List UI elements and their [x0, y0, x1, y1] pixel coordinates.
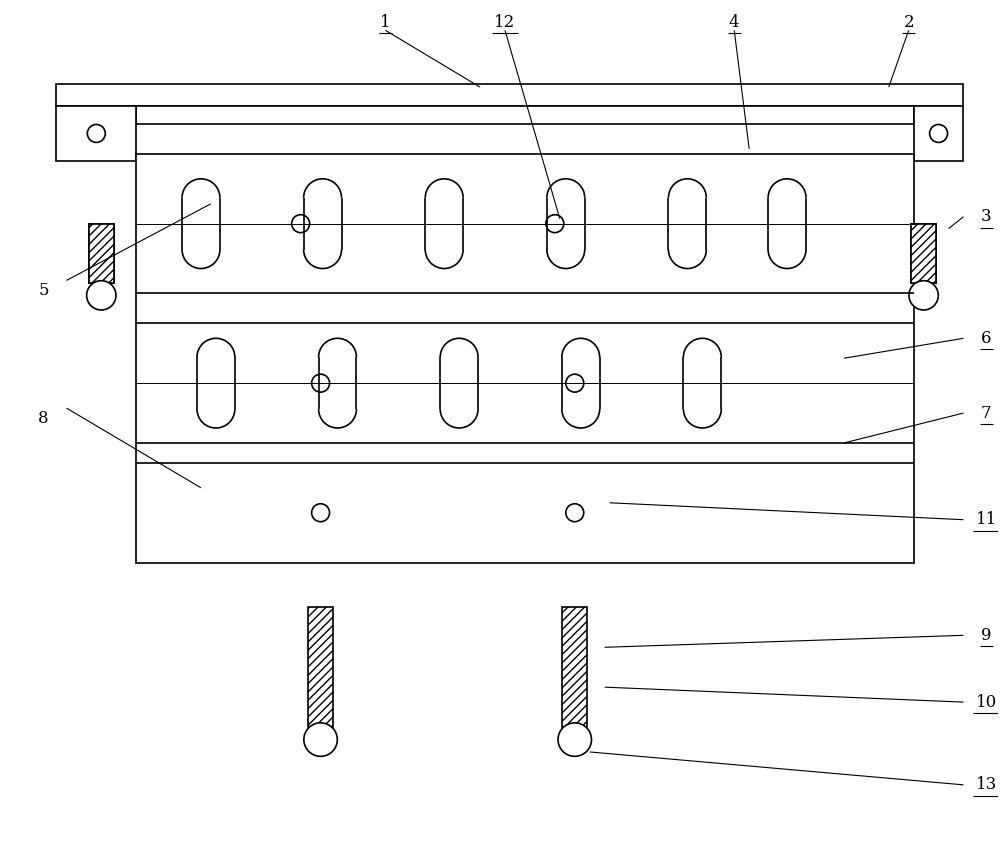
Text: 9: 9	[981, 627, 992, 644]
Circle shape	[566, 504, 584, 522]
Bar	[562, 357, 600, 409]
Bar	[768, 197, 806, 250]
Circle shape	[87, 281, 116, 310]
Text: 4: 4	[729, 14, 740, 31]
Bar	[136, 106, 914, 124]
Text: 11: 11	[976, 511, 997, 529]
Text: 6: 6	[981, 329, 992, 347]
Bar	[911, 224, 936, 283]
Bar	[89, 224, 114, 283]
Circle shape	[566, 374, 584, 392]
Bar	[440, 357, 478, 409]
Bar	[425, 197, 463, 250]
Bar	[304, 197, 342, 250]
Circle shape	[930, 124, 948, 142]
Bar	[182, 197, 220, 250]
Bar	[56, 84, 963, 106]
Text: 10: 10	[976, 693, 997, 710]
Bar	[89, 224, 114, 283]
Text: 3: 3	[981, 208, 992, 225]
Bar	[547, 197, 585, 250]
Bar	[668, 197, 706, 250]
Text: 8: 8	[38, 409, 49, 426]
Bar	[308, 607, 333, 727]
Bar	[683, 357, 721, 409]
Bar	[562, 607, 587, 727]
Text: 1: 1	[380, 14, 391, 31]
Bar	[319, 357, 356, 409]
Text: 5: 5	[38, 282, 49, 299]
Circle shape	[546, 214, 564, 233]
Bar	[914, 106, 963, 160]
Text: 7: 7	[981, 405, 992, 421]
Text: 13: 13	[976, 776, 997, 794]
Circle shape	[304, 722, 337, 757]
Circle shape	[312, 374, 330, 392]
Text: 12: 12	[494, 14, 516, 31]
Bar	[136, 154, 914, 563]
Bar	[197, 357, 235, 409]
Text: 2: 2	[903, 14, 914, 31]
Circle shape	[292, 214, 310, 233]
Circle shape	[558, 722, 592, 757]
Circle shape	[87, 124, 105, 142]
Bar	[56, 106, 136, 160]
Circle shape	[312, 504, 330, 522]
Bar	[911, 224, 936, 283]
Circle shape	[909, 281, 938, 310]
